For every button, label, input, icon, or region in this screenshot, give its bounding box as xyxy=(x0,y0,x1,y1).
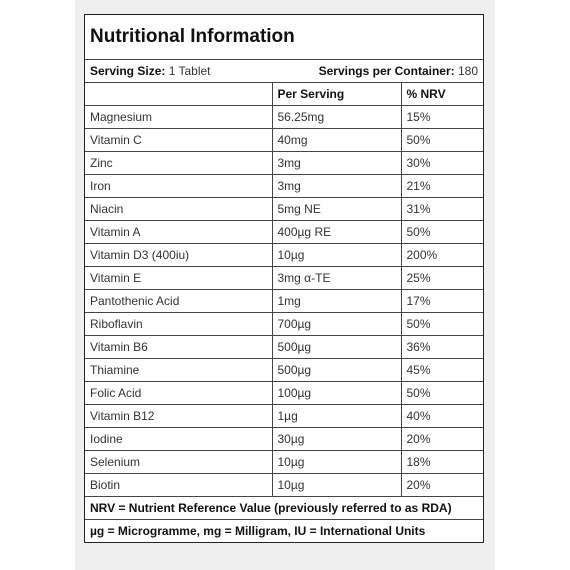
nutrient-name: Vitamin B6 xyxy=(85,334,273,359)
nutrient-name: Vitamin B12 xyxy=(85,403,273,428)
footnote: NRV = Nutrient Reference Value (previous… xyxy=(85,495,483,520)
footnote-row: µg = Microgramme, mg = Milligram, IU = I… xyxy=(85,518,483,542)
nutrient-name: Pantothenic Acid xyxy=(85,288,273,313)
servings-per-container: Servings per Container: 180 xyxy=(319,64,478,78)
nutrient-row: Thiamine 500µg 45% xyxy=(85,357,483,382)
per-serving: 3mg xyxy=(271,173,402,198)
per-serving: 100µg xyxy=(271,380,402,405)
nrv-percent: 20% xyxy=(400,426,483,451)
per-serving: 500µg xyxy=(271,357,402,382)
nutrient-row: Vitamin C 40mg 50% xyxy=(85,127,483,152)
nrv-percent: 50% xyxy=(400,219,483,244)
per-serving: 10µg xyxy=(271,242,402,267)
nutrient-row: Niacin 5mg NE 31% xyxy=(85,196,483,221)
nrv-percent: 45% xyxy=(400,357,483,382)
nutrient-row: Biotin 10µg 20% xyxy=(85,472,483,497)
nrv-percent: 200% xyxy=(400,242,483,267)
nrv-percent: 30% xyxy=(400,150,483,175)
header-empty xyxy=(85,81,273,106)
nutrient-row: Magnesium 56.25mg 15% xyxy=(85,104,483,129)
per-serving: 500µg xyxy=(271,334,402,359)
nutrient-row: Vitamin B6 500µg 36% xyxy=(85,334,483,359)
per-serving: 56.25mg xyxy=(271,104,402,129)
nutrient-row: Selenium 10µg 18% xyxy=(85,449,483,474)
per-serving: 30µg xyxy=(271,426,402,451)
nutrient-name: Biotin xyxy=(85,472,273,497)
nutrient-row: Vitamin E 3mg α-TE 25% xyxy=(85,265,483,290)
per-serving: 5mg NE xyxy=(271,196,402,221)
nrv-percent: 25% xyxy=(400,265,483,290)
per-serving: 400µg RE xyxy=(271,219,402,244)
nutrient-name: Vitamin C xyxy=(85,127,273,152)
nutrient-name: Niacin xyxy=(85,196,273,221)
nutrient-name: Selenium xyxy=(85,449,273,474)
per-serving: 40mg xyxy=(271,127,402,152)
footnote: µg = Microgramme, mg = Milligram, IU = I… xyxy=(85,518,483,542)
header-row: Per Serving % NRV xyxy=(85,81,483,106)
nutrient-name: Iodine xyxy=(85,426,273,451)
nrv-percent: 40% xyxy=(400,403,483,428)
per-serving: 1mg xyxy=(271,288,402,313)
nrv-percent: 50% xyxy=(400,380,483,405)
nutrient-row: Pantothenic Acid 1mg 17% xyxy=(85,288,483,313)
nutrient-row: Iodine 30µg 20% xyxy=(85,426,483,451)
column-header: % NRV xyxy=(400,81,483,106)
nutrient-row: Riboflavin 700µg 50% xyxy=(85,311,483,336)
nutrient-name: Vitamin E xyxy=(85,265,273,290)
nutrient-name: Zinc xyxy=(85,150,273,175)
nutrient-row: Folic Acid 100µg 50% xyxy=(85,380,483,405)
servings-label: Servings per Container: xyxy=(318,63,455,78)
nutrient-row: Vitamin D3 (400iu) 10µg 200% xyxy=(85,242,483,267)
nrv-percent: 36% xyxy=(400,334,483,359)
per-serving: 10µg xyxy=(271,472,402,497)
nrv-percent: 20% xyxy=(400,472,483,497)
column-header: Per Serving xyxy=(271,81,402,106)
serving-row: Serving Size: 1 Tablet Servings per Cont… xyxy=(85,58,483,83)
serving-cell: Serving Size: 1 Tablet Servings per Cont… xyxy=(85,58,483,83)
nrv-percent: 50% xyxy=(400,311,483,336)
servings-value: 180 xyxy=(457,63,478,78)
title: Nutritional Information xyxy=(85,15,483,60)
nutrient-name: Vitamin D3 (400iu) xyxy=(85,242,273,267)
nrv-percent: 21% xyxy=(400,173,483,198)
footnote-row: NRV = Nutrient Reference Value (previous… xyxy=(85,495,483,520)
nutrient-name: Magnesium xyxy=(85,104,273,129)
nutrient-name: Vitamin A xyxy=(85,219,273,244)
nutrient-row: Vitamin B12 1µg 40% xyxy=(85,403,483,428)
nrv-percent: 18% xyxy=(400,449,483,474)
per-serving: 10µg xyxy=(271,449,402,474)
nutrition-panel: Nutritional Information Serving Size: 1 … xyxy=(84,14,484,543)
nrv-percent: 31% xyxy=(400,196,483,221)
per-serving: 1µg xyxy=(271,403,402,428)
serving-size-label: Serving Size: xyxy=(90,63,166,78)
nutrient-row: Iron 3mg 21% xyxy=(85,173,483,198)
per-serving: 700µg xyxy=(271,311,402,336)
per-serving: 3mg xyxy=(271,150,402,175)
title-row: Nutritional Information xyxy=(85,15,483,60)
nutrient-name: Folic Acid xyxy=(85,380,273,405)
nutrition-table: Nutritional Information Serving Size: 1 … xyxy=(85,15,483,542)
serving-size-value: 1 Tablet xyxy=(168,63,211,78)
nutrient-name: Iron xyxy=(85,173,273,198)
nrv-percent: 50% xyxy=(400,127,483,152)
nutrient-name: Riboflavin xyxy=(85,311,273,336)
nutrient-name: Thiamine xyxy=(85,357,273,382)
nrv-percent: 17% xyxy=(400,288,483,313)
nutrient-row: Zinc 3mg 30% xyxy=(85,150,483,175)
nrv-percent: 15% xyxy=(400,104,483,129)
per-serving: 3mg α-TE xyxy=(271,265,402,290)
nutrient-row: Vitamin A 400µg RE 50% xyxy=(85,219,483,244)
